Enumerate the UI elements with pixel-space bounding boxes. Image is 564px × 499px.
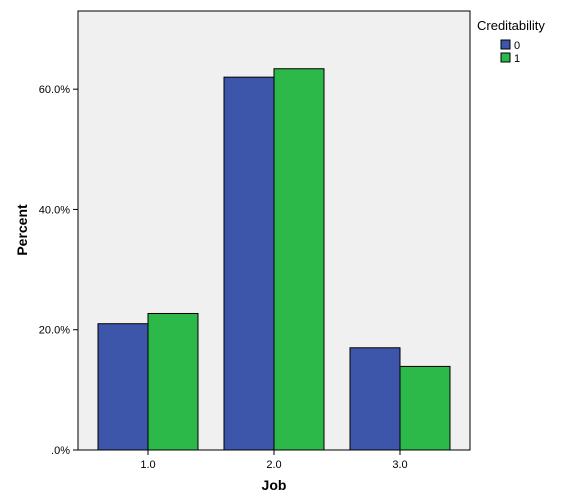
bar-3_0-series-0 (349, 347, 401, 451)
bar-1_0-series-1 (147, 312, 199, 451)
legend-swatch-0 (500, 39, 511, 50)
x-tick-label-0: 1.0 (140, 459, 155, 471)
bars-group (97, 68, 451, 451)
legend-title: Creditability (477, 18, 545, 33)
y-axis: .0% 20.0% 40.0% 60.0% (39, 84, 78, 457)
y-tick-label-2: 40.0% (39, 204, 70, 216)
bar-2_0-series-0 (223, 76, 275, 451)
x-axis-title: Job (262, 477, 287, 493)
x-tick-label-2: 3.0 (392, 459, 407, 471)
x-axis: 1.0 2.0 3.0 (140, 450, 408, 471)
legend-label-0: 0 (514, 40, 520, 52)
bar-1_0-series-0 (97, 323, 149, 451)
legend-label-1: 1 (514, 53, 520, 65)
legend: Creditability 0 1 (477, 18, 545, 65)
y-axis-title: Percent (14, 204, 30, 256)
y-tick-label-3: 60.0% (39, 84, 70, 96)
y-tick-label-1: 20.0% (39, 325, 70, 337)
legend-swatch-1 (500, 52, 511, 63)
bar-3_0-series-1 (399, 365, 451, 451)
x-tick-label-1: 2.0 (266, 459, 281, 471)
y-tick-label-0: .0% (51, 445, 70, 457)
bar-2_0-series-1 (273, 68, 325, 451)
